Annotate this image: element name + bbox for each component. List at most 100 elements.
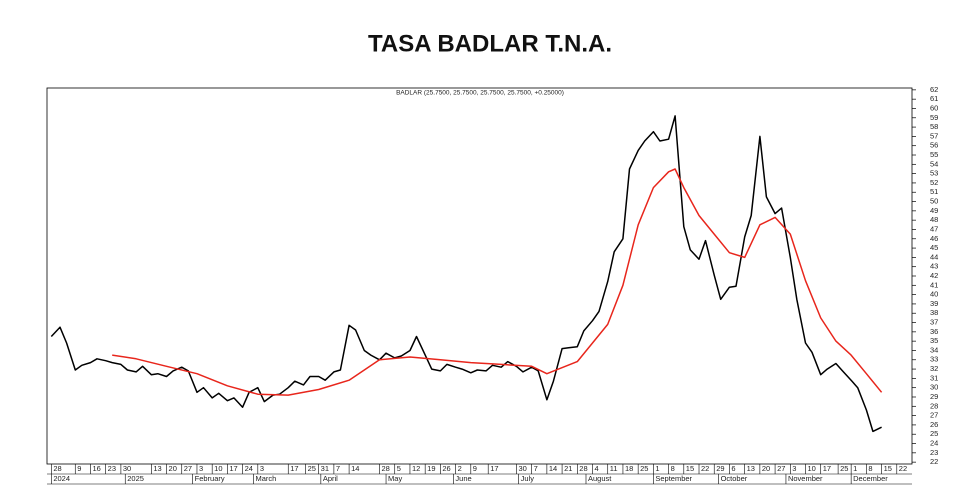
y-tick-label: 51 bbox=[930, 187, 938, 196]
x-tick-label: 20 bbox=[169, 464, 177, 473]
y-tick-label: 54 bbox=[930, 159, 938, 168]
chart-title: TASA BADLAR T.N.A. bbox=[368, 30, 612, 57]
y-tick-label: 38 bbox=[930, 308, 938, 317]
y-tick-label: 42 bbox=[930, 271, 938, 280]
x-month-label: July bbox=[521, 474, 535, 483]
x-tick-label: 17 bbox=[229, 464, 237, 473]
x-tick-label: 22 bbox=[701, 464, 709, 473]
x-month-label: 2024 bbox=[53, 474, 70, 483]
x-tick-label: 25 bbox=[308, 464, 316, 473]
y-tick-label: 49 bbox=[930, 206, 938, 215]
series-line bbox=[50, 115, 882, 433]
x-month-label: September bbox=[655, 474, 692, 483]
y-tick-label: 33 bbox=[930, 355, 938, 364]
x-tick-label: 17 bbox=[823, 464, 831, 473]
x-tick-label: 21 bbox=[564, 464, 572, 473]
y-tick-label: 48 bbox=[930, 215, 938, 224]
x-tick-label: 27 bbox=[777, 464, 785, 473]
x-tick-label: 30 bbox=[123, 464, 131, 473]
x-month-label: October bbox=[721, 474, 748, 483]
y-tick-label: 36 bbox=[930, 327, 938, 336]
x-tick-label: 8 bbox=[868, 464, 872, 473]
y-tick-label: 47 bbox=[930, 224, 938, 233]
x-tick-label: 22 bbox=[899, 464, 907, 473]
x-tick-label: 18 bbox=[625, 464, 633, 473]
y-tick-label: 31 bbox=[930, 373, 938, 382]
x-month-label: August bbox=[588, 474, 612, 483]
x-tick-label: 10 bbox=[214, 464, 222, 473]
y-tick-label: 53 bbox=[930, 169, 938, 178]
x-tick-label: 17 bbox=[290, 464, 298, 473]
x-tick-label: 3 bbox=[792, 464, 796, 473]
y-tick-label: 50 bbox=[930, 197, 938, 206]
x-tick-label: 1 bbox=[853, 464, 857, 473]
x-tick-label: 4 bbox=[595, 464, 599, 473]
x-month-label: February bbox=[195, 474, 225, 483]
x-tick-label: 30 bbox=[518, 464, 526, 473]
y-tick-label: 56 bbox=[930, 141, 938, 150]
y-tick-label: 44 bbox=[930, 252, 938, 261]
y-tick-label: 62 bbox=[930, 85, 938, 94]
y-tick-label: 43 bbox=[930, 262, 938, 271]
chart-subtitle: BADLAR (25.7500, 25.7500, 25.7500, 25.75… bbox=[396, 90, 564, 97]
x-month-label: March bbox=[255, 474, 276, 483]
y-tick-label: 35 bbox=[930, 336, 938, 345]
x-tick-label: 3 bbox=[260, 464, 264, 473]
x-tick-label: 9 bbox=[473, 464, 477, 473]
y-tick-label: 30 bbox=[930, 383, 938, 392]
x-tick-label: 14 bbox=[549, 464, 557, 473]
x-tick-label: 13 bbox=[153, 464, 161, 473]
x-tick-label: 28 bbox=[53, 464, 61, 473]
y-tick-label: 39 bbox=[930, 299, 938, 308]
x-tick-label: 25 bbox=[840, 464, 848, 473]
x-month-label: June bbox=[455, 474, 471, 483]
x-tick-label: 10 bbox=[808, 464, 816, 473]
x-tick-label: 19 bbox=[427, 464, 435, 473]
y-tick-label: 41 bbox=[930, 280, 938, 289]
x-tick-label: 27 bbox=[184, 464, 192, 473]
y-tick-label: 58 bbox=[930, 122, 938, 131]
y-tick-label: 22 bbox=[930, 457, 938, 466]
x-month-label: May bbox=[388, 474, 402, 483]
y-tick-label: 32 bbox=[930, 364, 938, 373]
x-tick-label: 28 bbox=[382, 464, 390, 473]
x-tick-label: 29 bbox=[716, 464, 724, 473]
x-tick-label: 5 bbox=[397, 464, 401, 473]
x-tick-label: 26 bbox=[442, 464, 450, 473]
x-month-label: 2025 bbox=[127, 474, 144, 483]
y-tick-label: 55 bbox=[930, 150, 938, 159]
x-tick-label: 16 bbox=[92, 464, 100, 473]
x-tick-label: 11 bbox=[610, 464, 618, 473]
x-tick-label: 20 bbox=[762, 464, 770, 473]
y-tick-label: 23 bbox=[930, 448, 938, 457]
x-tick-label: 14 bbox=[351, 464, 359, 473]
x-tick-label: 24 bbox=[245, 464, 253, 473]
x-tick-label: 7 bbox=[534, 464, 538, 473]
y-tick-label: 25 bbox=[930, 429, 938, 438]
y-tick-label: 60 bbox=[930, 103, 938, 112]
x-tick-label: 1 bbox=[655, 464, 659, 473]
x-tick-label: 7 bbox=[336, 464, 340, 473]
y-tick-label: 34 bbox=[930, 345, 938, 354]
x-month-label: November bbox=[788, 474, 823, 483]
x-tick-label: 28 bbox=[579, 464, 587, 473]
x-tick-label: 25 bbox=[640, 464, 648, 473]
x-month-label: April bbox=[323, 474, 338, 483]
y-tick-label: 57 bbox=[930, 131, 938, 140]
x-tick-label: 3 bbox=[199, 464, 203, 473]
series-line bbox=[112, 168, 883, 396]
x-tick-label: 15 bbox=[884, 464, 892, 473]
y-tick-label: 46 bbox=[930, 234, 938, 243]
x-tick-label: 13 bbox=[747, 464, 755, 473]
y-tick-label: 59 bbox=[930, 113, 938, 122]
x-tick-label: 6 bbox=[731, 464, 735, 473]
y-tick-label: 26 bbox=[930, 420, 938, 429]
plot-frame bbox=[46, 87, 913, 465]
y-tick-label: 28 bbox=[930, 401, 938, 410]
x-tick-label: 12 bbox=[412, 464, 420, 473]
x-tick-label: 9 bbox=[77, 464, 81, 473]
y-tick-label: 45 bbox=[930, 243, 938, 252]
x-tick-label: 2 bbox=[458, 464, 462, 473]
x-tick-label: 31 bbox=[321, 464, 329, 473]
